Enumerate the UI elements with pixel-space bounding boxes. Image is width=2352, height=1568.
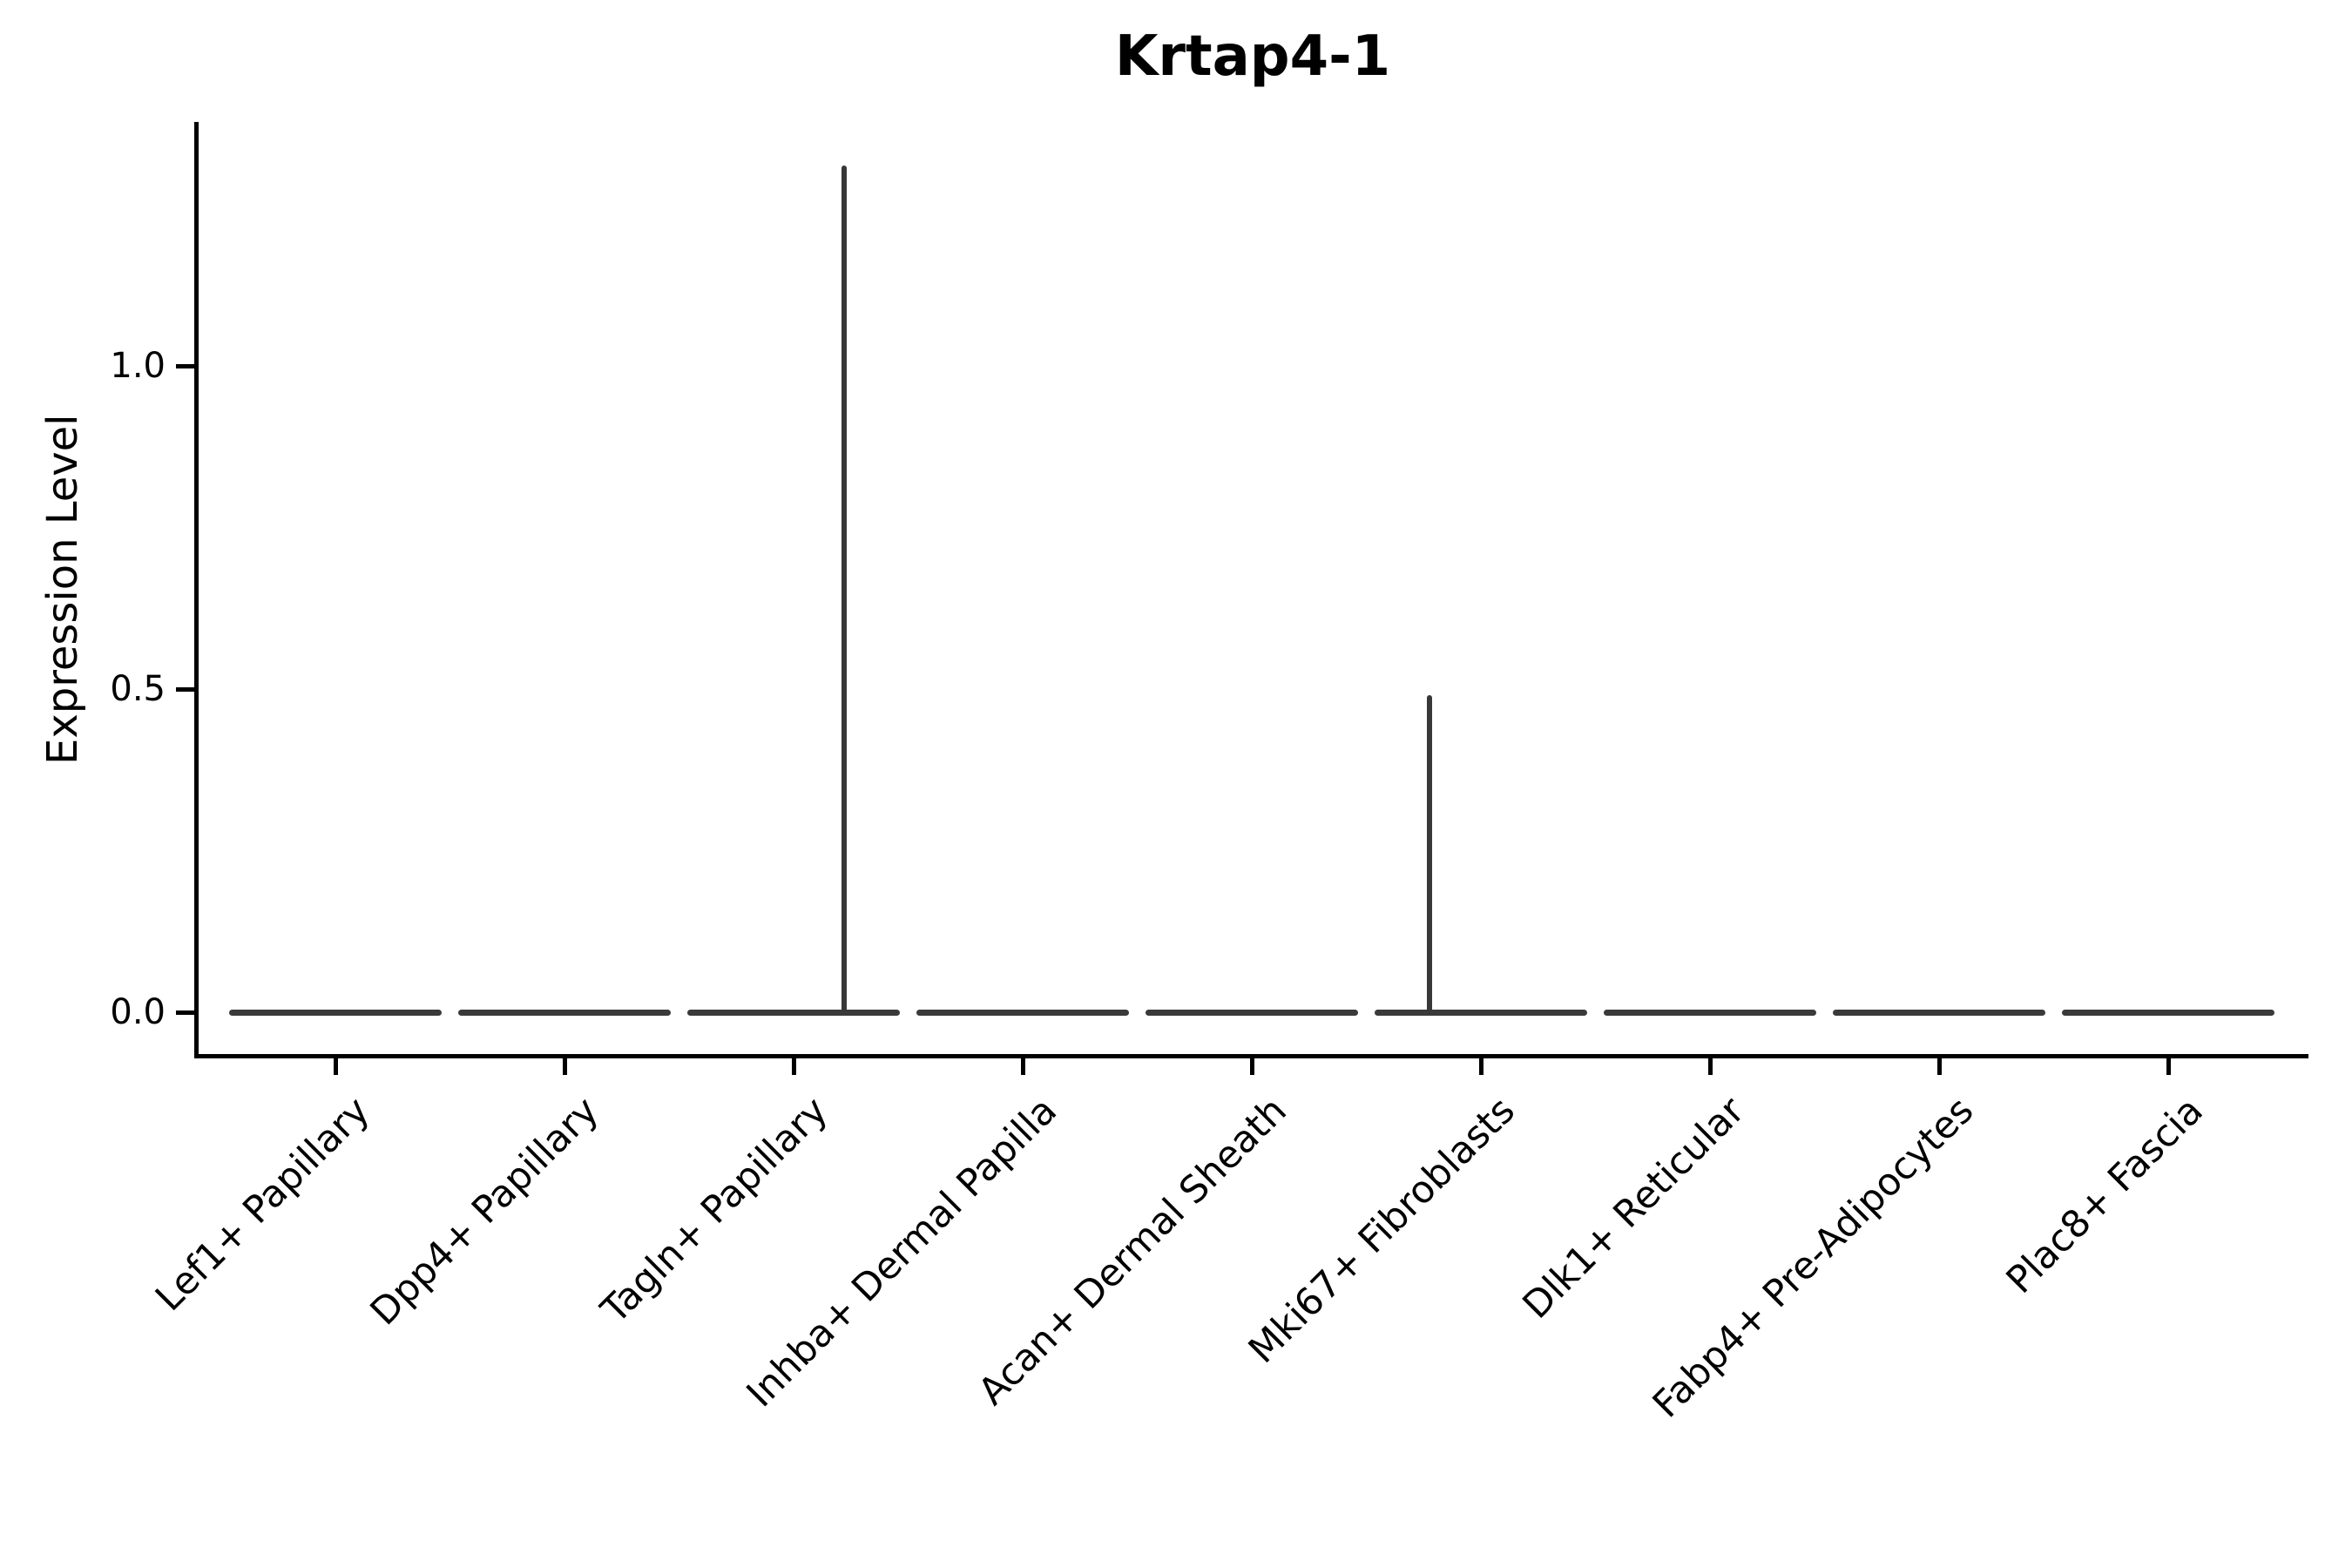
violin-spike [1427, 695, 1432, 1012]
x-tick-mark [1708, 1058, 1713, 1075]
x-axis-spine [194, 1054, 2308, 1058]
x-tick-mark [792, 1058, 796, 1075]
x-tick-mark [1937, 1058, 1942, 1075]
y-tick-mark [176, 687, 197, 692]
x-tick-label: Dlk1+ Reticular [1514, 1089, 1754, 1328]
y-tick-label: 0.0 [110, 992, 166, 1032]
y-tick-label: 0.5 [110, 669, 166, 709]
violin-spike [841, 166, 847, 1012]
x-tick-label: Dpp4+ Papillary [362, 1089, 608, 1335]
x-tick-mark [1021, 1058, 1025, 1075]
y-axis-label: Expression Level [38, 414, 87, 765]
x-tick-mark [563, 1058, 567, 1075]
x-tick-mark [1479, 1058, 1484, 1075]
violin-body [916, 1010, 1129, 1016]
x-tick-mark [2166, 1058, 2171, 1075]
x-tick-mark [334, 1058, 338, 1075]
x-tick-label: Plac8+ Fascia [1997, 1089, 2212, 1302]
violin-body [687, 1010, 900, 1016]
y-tick-label: 1.0 [110, 346, 166, 386]
y-tick-mark [176, 1010, 197, 1015]
violin-body [2062, 1010, 2274, 1016]
y-axis-spine [194, 122, 199, 1058]
y-tick-mark [176, 364, 197, 368]
x-tick-label: Lef1+ Papillary [147, 1089, 379, 1321]
chart-title: Krtap4-1 [1114, 24, 1391, 89]
x-tick-mark [1250, 1058, 1254, 1075]
violin-body [1833, 1010, 2045, 1016]
violin-body [1146, 1010, 1358, 1016]
violin-body [458, 1010, 671, 1016]
violin-body [1604, 1010, 1816, 1016]
x-tick-label: Tagln+ Papillary [593, 1089, 837, 1333]
violin-body [229, 1010, 442, 1016]
violin-body [1375, 1010, 1587, 1016]
